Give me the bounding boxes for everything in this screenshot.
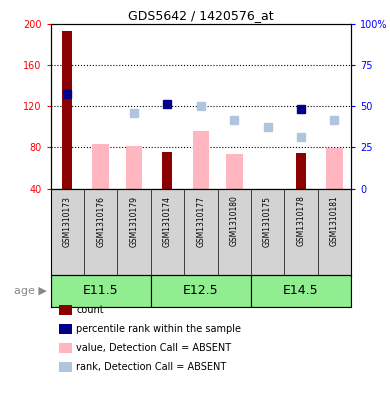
Text: GSM1310173: GSM1310173 — [63, 196, 72, 246]
Text: E12.5: E12.5 — [183, 284, 219, 298]
Bar — [126, 146, 142, 189]
Text: E11.5: E11.5 — [83, 284, 119, 298]
Text: value, Detection Call = ABSENT: value, Detection Call = ABSENT — [76, 343, 231, 353]
Bar — [62, 31, 73, 189]
Bar — [193, 131, 209, 189]
Bar — [326, 149, 343, 189]
Bar — [163, 151, 172, 189]
Bar — [151, 275, 251, 307]
Bar — [92, 144, 109, 189]
Text: GSM1310176: GSM1310176 — [96, 196, 105, 246]
Text: GSM1310179: GSM1310179 — [129, 196, 138, 246]
Text: GSM1310177: GSM1310177 — [196, 196, 206, 246]
Text: GSM1310181: GSM1310181 — [330, 196, 339, 246]
Text: GSM1310180: GSM1310180 — [230, 196, 239, 246]
Title: GDS5642 / 1420576_at: GDS5642 / 1420576_at — [128, 9, 274, 22]
Bar — [251, 275, 351, 307]
Text: E14.5: E14.5 — [283, 284, 319, 298]
Text: GSM1310175: GSM1310175 — [263, 196, 272, 246]
Bar — [226, 154, 243, 189]
Text: GSM1310178: GSM1310178 — [296, 196, 305, 246]
Bar — [51, 275, 151, 307]
Text: rank, Detection Call = ABSENT: rank, Detection Call = ABSENT — [76, 362, 226, 372]
Text: age ▶: age ▶ — [14, 286, 47, 296]
Bar — [296, 152, 306, 189]
Text: percentile rank within the sample: percentile rank within the sample — [76, 324, 241, 334]
Text: count: count — [76, 305, 104, 315]
Text: GSM1310174: GSM1310174 — [163, 196, 172, 246]
